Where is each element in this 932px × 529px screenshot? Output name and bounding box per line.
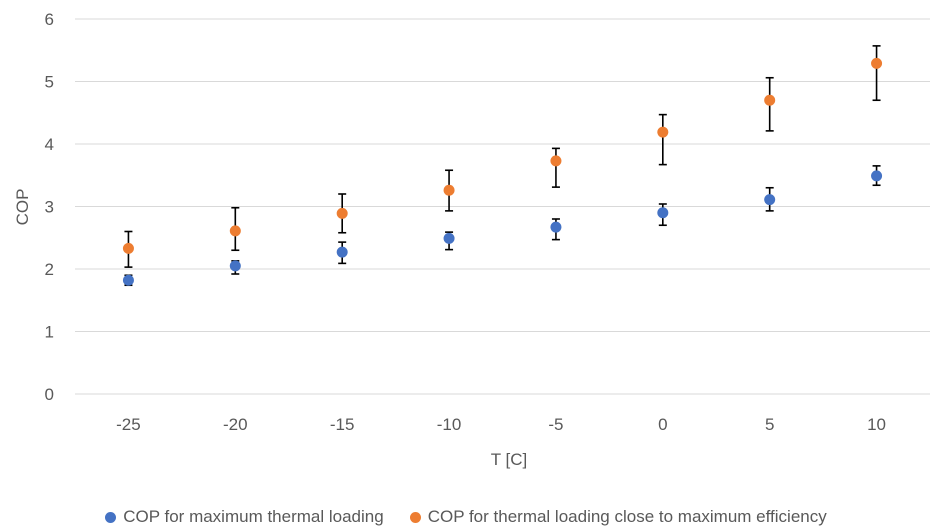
data-point-max-thermal bbox=[122, 274, 134, 286]
data-point-max-efficiency bbox=[122, 242, 134, 254]
x-tick-label: -10 bbox=[437, 415, 462, 434]
legend-label: COP for maximum thermal loading bbox=[123, 507, 384, 526]
data-points bbox=[122, 57, 883, 286]
y-tick-label: 4 bbox=[45, 135, 54, 154]
data-point-max-efficiency bbox=[764, 94, 776, 106]
data-point-max-efficiency bbox=[336, 207, 348, 219]
data-point-max-efficiency bbox=[871, 57, 883, 69]
error-bar bbox=[658, 113, 667, 166]
x-tick-label: 0 bbox=[658, 415, 667, 434]
legend-item-max-thermal: COP for maximum thermal loading bbox=[105, 507, 384, 527]
legend: COP for maximum thermal loading COP for … bbox=[0, 505, 932, 529]
scatter-chart: 0 1 2 3 4 5 6 -25 -20 -15 -10 -5 0 5 10 T [C] COP bbox=[13, 10, 930, 469]
data-point-max-thermal bbox=[229, 260, 241, 272]
gridlines bbox=[75, 18, 930, 395]
data-point-max-thermal bbox=[550, 221, 562, 233]
data-point-max-thermal bbox=[443, 232, 455, 244]
y-tick-label: 1 bbox=[45, 323, 54, 342]
x-tick-label: -20 bbox=[223, 415, 248, 434]
x-tick-label: -15 bbox=[330, 415, 355, 434]
data-point-max-efficiency bbox=[657, 126, 669, 138]
data-point-max-efficiency bbox=[229, 225, 241, 237]
error-bar bbox=[551, 147, 560, 188]
legend-label: COP for thermal loading close to maximum… bbox=[427, 507, 827, 526]
x-tick-label: -5 bbox=[548, 415, 563, 434]
y-axis-label: COP bbox=[13, 189, 32, 226]
x-tick-label: -25 bbox=[116, 415, 141, 434]
x-axis-label: T [C] bbox=[491, 450, 528, 469]
y-tick-label: 5 bbox=[45, 73, 54, 92]
x-tick-labels: -25 -20 -15 -10 -5 0 5 10 bbox=[116, 415, 886, 434]
legend-item-max-efficiency: COP for thermal loading close to maximum… bbox=[409, 507, 827, 527]
legend-marker-blue bbox=[105, 511, 117, 523]
data-point-max-efficiency bbox=[550, 155, 562, 167]
legend-marker-orange bbox=[409, 511, 421, 523]
x-tick-label: 5 bbox=[765, 415, 774, 434]
data-point-max-thermal bbox=[764, 194, 776, 206]
data-point-max-thermal bbox=[657, 207, 669, 219]
data-point-max-efficiency bbox=[443, 184, 455, 196]
y-tick-label: 0 bbox=[45, 385, 54, 404]
y-tick-labels: 0 1 2 3 4 5 6 bbox=[45, 10, 54, 404]
y-tick-label: 2 bbox=[45, 260, 54, 279]
data-point-max-thermal bbox=[336, 246, 348, 258]
y-tick-label: 6 bbox=[45, 10, 54, 29]
data-point-max-thermal bbox=[871, 170, 883, 182]
error-bar bbox=[872, 45, 881, 102]
y-tick-label: 3 bbox=[45, 198, 54, 217]
x-tick-label: 10 bbox=[867, 415, 886, 434]
